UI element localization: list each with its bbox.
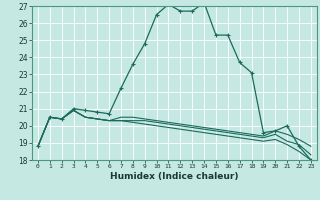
X-axis label: Humidex (Indice chaleur): Humidex (Indice chaleur) [110, 172, 239, 181]
